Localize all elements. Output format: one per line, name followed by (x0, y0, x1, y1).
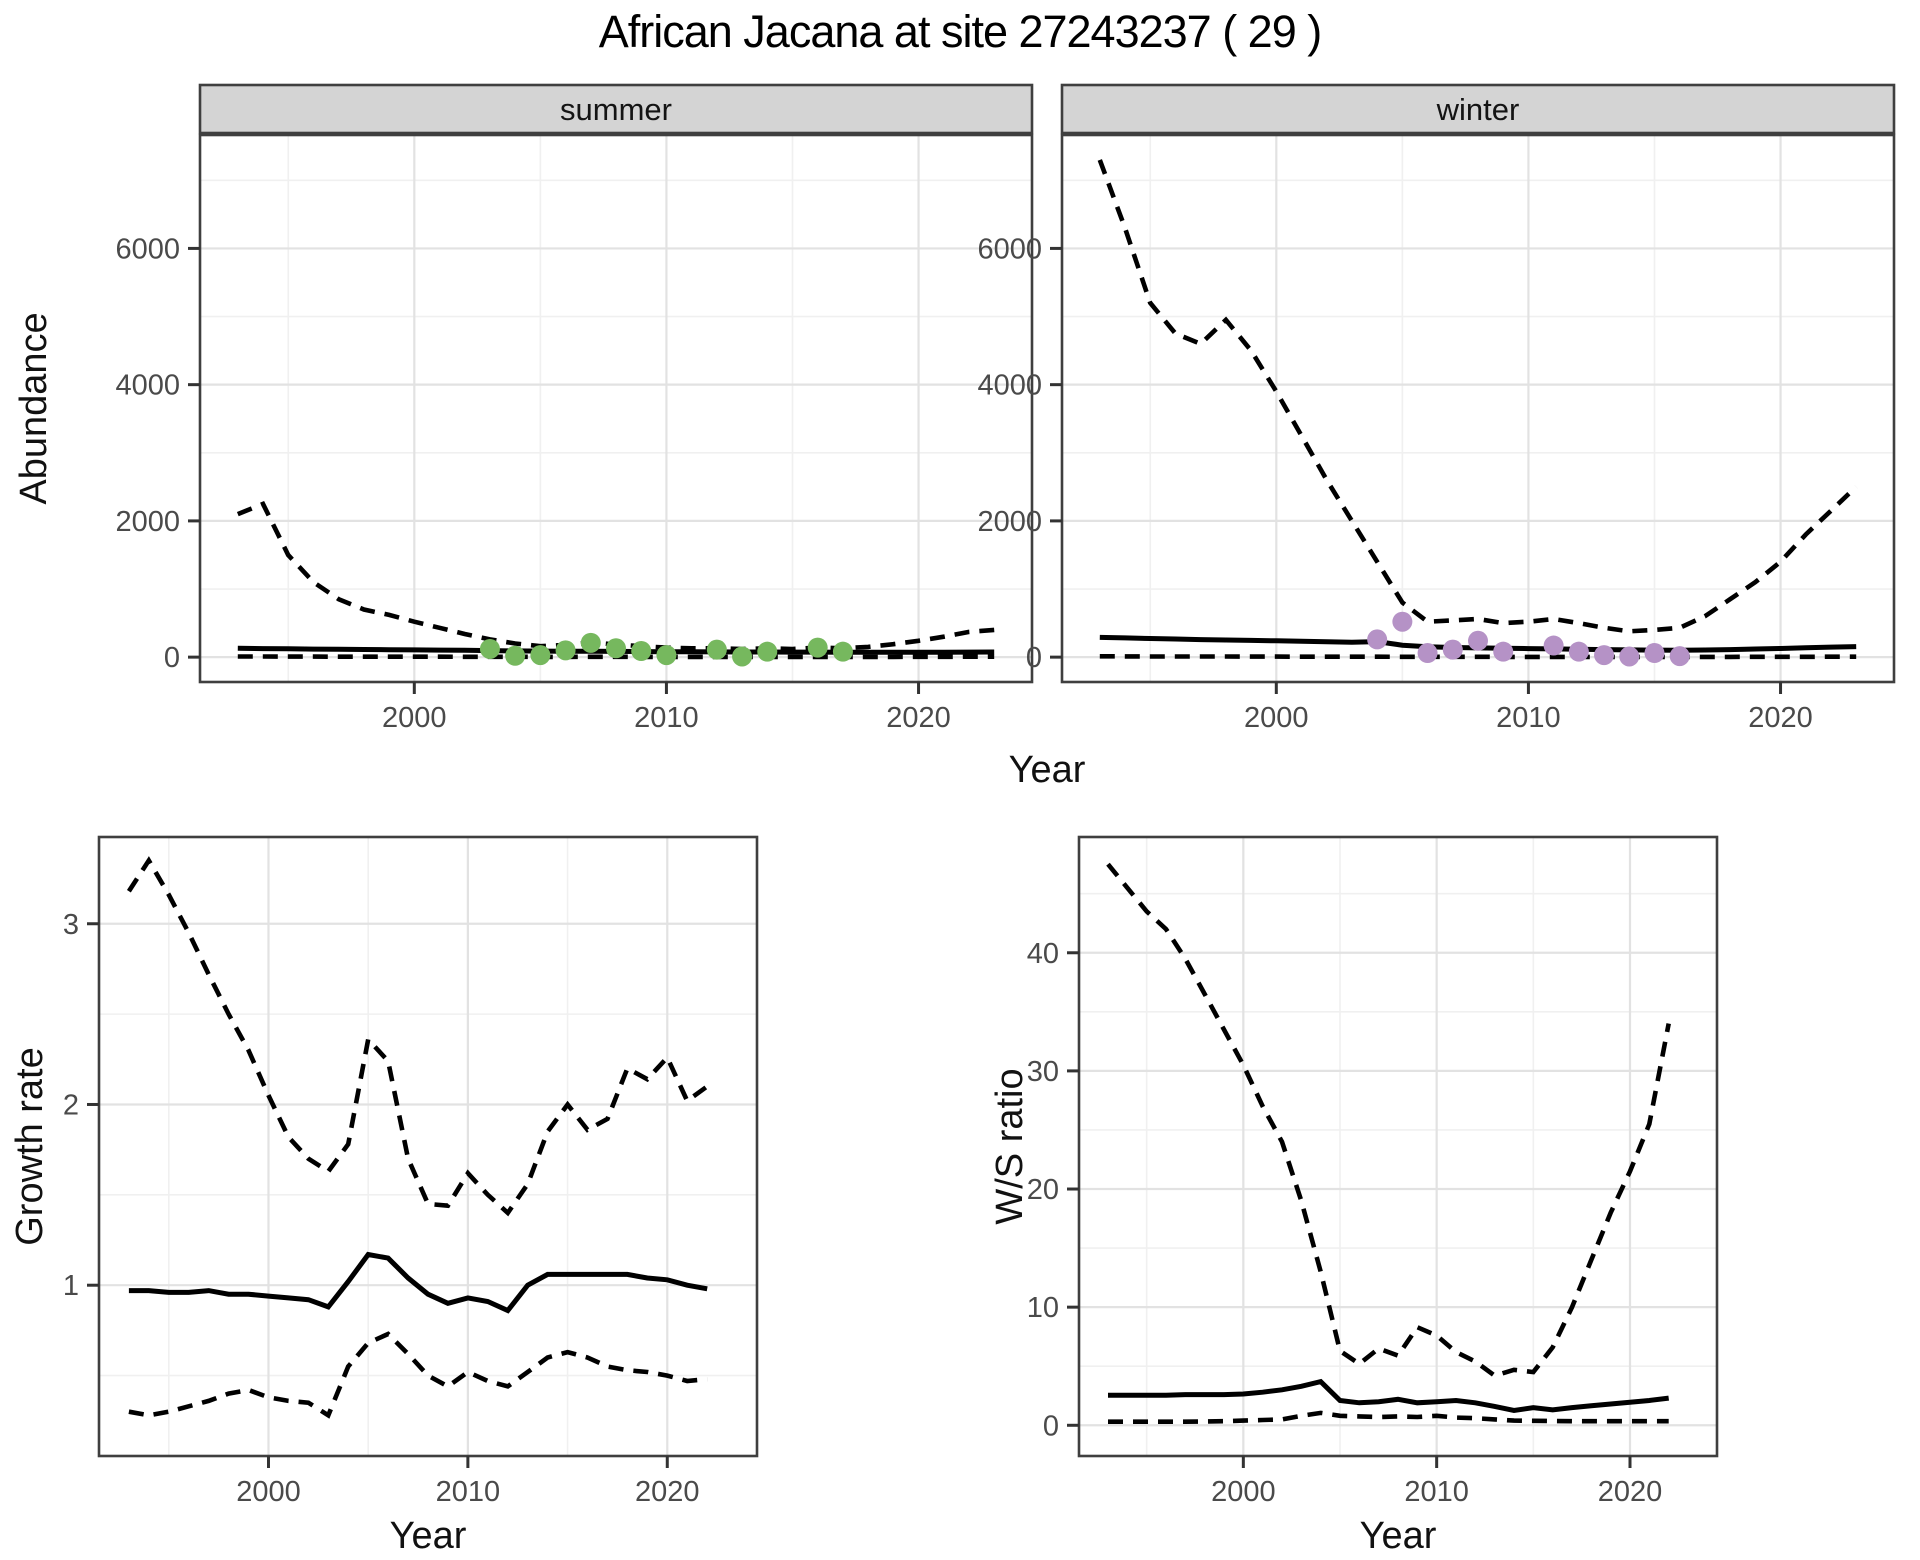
growth-rate-upper-ci-line (126, 856, 709, 1217)
ws-ratio-median-line (1108, 1378, 1670, 1414)
facet-strip-winter (1060, 83, 1896, 135)
abundance-winter-observation-point (1468, 630, 1488, 651)
abundance-winter-observation-point (1392, 611, 1413, 632)
x-tick-label: 2000 (236, 1476, 301, 1508)
x-tick-label: 2020 (886, 702, 951, 734)
x-tick-label: 2000 (1244, 702, 1309, 734)
panel-growth-rate: 2000 2010 2020 1 2 3 Growth rate Year (9, 835, 759, 1557)
abundance-winter-observation-point (1619, 646, 1640, 667)
y-tick-label: 20 (1027, 1174, 1059, 1206)
abundance-winter-observation-point (1669, 646, 1690, 667)
panel-ws-ratio: 2000 2010 2020 0 10 20 30 40 W/S ratio Year (989, 835, 1719, 1557)
y-tick-label: 6000 (115, 233, 180, 265)
abundance-summer-observation-point (732, 646, 753, 667)
top-row-axis-titles: Abundance Year (13, 312, 1086, 791)
panel-abundance-summer: summer 2000 2010 2020 0 2000 4000 6000 (115, 83, 1034, 734)
x-tick-label: 2020 (1748, 702, 1813, 734)
x-tick-label: 2020 (635, 1476, 700, 1508)
x-tick-label: 2010 (436, 1476, 501, 1508)
x-tick-label: 2010 (634, 702, 699, 734)
x-tick-label: 2000 (382, 702, 447, 734)
abundance-winter-background (1062, 135, 1894, 682)
abundance-winter-lower-ci-line (1099, 654, 1857, 660)
y-tick-label: 2000 (977, 506, 1042, 538)
abundance-summer-observation-point (530, 645, 551, 666)
abundance-winter-observation-point (1543, 635, 1564, 656)
abundance-summer-border (198, 133, 1034, 684)
y-tick-label: 30 (1027, 1056, 1059, 1088)
y-tick-label: 40 (1027, 938, 1059, 970)
panel-abundance-winter: winter 2000 2010 2020 0 2000 4000 6000 (977, 83, 1896, 734)
abundance-summer-background (200, 135, 1032, 682)
y-tick-label: 6000 (977, 233, 1042, 265)
abundance-summer-observation-point (832, 641, 853, 662)
figure-title: African Jacana at site 27243237 ( 29 ) (598, 6, 1322, 57)
x-tick-label: 2020 (1598, 1476, 1663, 1508)
abundance-winter-observation-point (1417, 643, 1438, 664)
y-tick-label: 3 (63, 909, 79, 941)
growth-rate-year-axis-title: Year (390, 1515, 467, 1557)
abundance-winter-observation-point (1568, 641, 1589, 662)
abundance-winter-observation-point (1442, 639, 1463, 660)
abundance-winter-observation-point (1367, 629, 1388, 650)
abundance-summer-observation-point (807, 637, 828, 658)
ws-ratio-lower-ci-line (1108, 1410, 1669, 1424)
abundance-summer-observation-point (580, 632, 601, 653)
abundance-winter-border (1060, 133, 1896, 684)
y-tick-label: 0 (1026, 642, 1042, 674)
abundance-summer-observation-point (706, 639, 727, 660)
y-tick-label: 0 (1043, 1410, 1059, 1442)
y-tick-label: 2000 (115, 506, 180, 538)
ws-ratio-upper-ci-line (1106, 862, 1671, 1379)
abundance-summer-observation-point (656, 645, 677, 666)
y-tick-label: 4000 (977, 370, 1042, 402)
abundance-summer-observation-point (606, 638, 626, 659)
y-tick-label: 0 (164, 642, 180, 674)
growth-rate-axis-title: Growth rate (9, 1047, 51, 1246)
abundance-winter-observation-point (1493, 641, 1514, 662)
abundance-summer-observation-point (479, 638, 500, 659)
ws-ratio-border (1077, 835, 1719, 1458)
growth-rate-lower-ci-line (128, 1331, 708, 1419)
x-tick-label: 2000 (1211, 1476, 1276, 1508)
abundance-winter-observation-point (1594, 645, 1615, 666)
ws-ratio-background (1079, 837, 1717, 1456)
abundance-winter-observation-point (1644, 643, 1665, 664)
y-tick-label: 2 (63, 1089, 79, 1121)
abundance-summer-observation-point (505, 645, 526, 666)
ws-ratio-axis-title: W/S ratio (989, 1068, 1031, 1224)
abundance-winter-upper-ci-line (1097, 159, 1858, 634)
facet-strip-label: summer (560, 92, 672, 127)
x-tick-label: 2010 (1496, 702, 1561, 734)
y-tick-label: 4000 (115, 370, 180, 402)
x-tick-label: 2010 (1404, 1476, 1469, 1508)
top-year-axis-title: Year (1009, 749, 1086, 791)
y-tick-label: 10 (1027, 1292, 1059, 1324)
facet-strip-summer (198, 83, 1034, 135)
growth-rate-border (97, 835, 759, 1458)
abundance-summer-observation-point (555, 640, 576, 661)
abundance-summer-observation-point (757, 641, 778, 662)
abundance-summer-observation-point (631, 641, 652, 662)
y-tick-label: 1 (63, 1270, 79, 1302)
ws-ratio-year-axis-title: Year (1360, 1515, 1437, 1557)
abundance-axis-title: Abundance (13, 312, 55, 504)
facet-strip-label: winter (1436, 92, 1520, 127)
growth-rate-background (99, 837, 757, 1456)
growth-rate-median-line (128, 1251, 708, 1314)
